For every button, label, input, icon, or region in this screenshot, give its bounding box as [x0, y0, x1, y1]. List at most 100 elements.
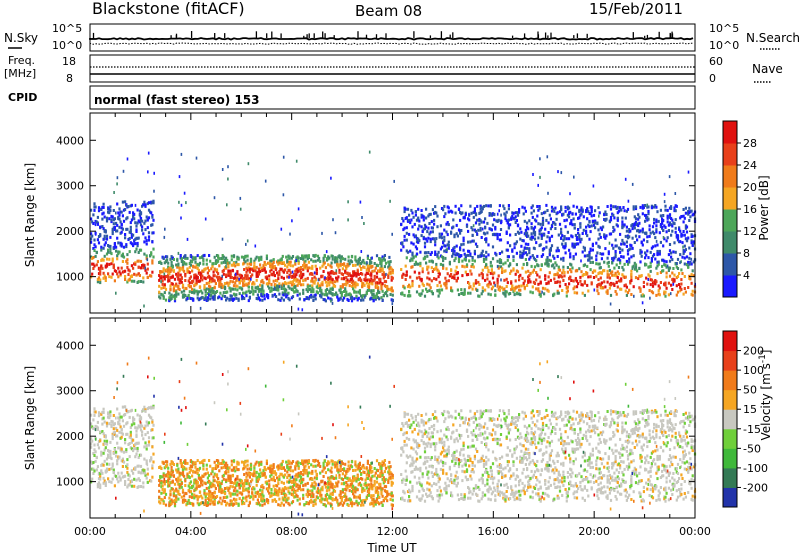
power-cell — [429, 212, 432, 216]
power-cell — [580, 259, 582, 263]
power-cell — [143, 304, 145, 308]
power-cell — [101, 212, 104, 216]
power-cell — [566, 270, 569, 274]
power-cell — [333, 293, 337, 297]
power-cell — [476, 218, 479, 222]
velocity-cell — [100, 412, 103, 416]
power-cell — [324, 277, 327, 281]
power-cell — [355, 259, 358, 263]
power-cell — [649, 283, 652, 287]
velocity-cell — [117, 471, 120, 475]
power-cell — [625, 240, 628, 244]
power-cell — [609, 283, 613, 287]
power-cell — [556, 280, 559, 284]
power-cell — [606, 269, 609, 273]
velocity-cell — [124, 405, 127, 409]
power-cell — [355, 274, 358, 278]
velocity-cell — [102, 432, 105, 436]
power-cell — [99, 267, 102, 271]
power-cell — [670, 207, 673, 210]
power-cell — [161, 282, 164, 286]
power-cell — [210, 267, 213, 271]
power-cell — [627, 199, 630, 203]
power-cell — [191, 260, 194, 264]
power-cell — [181, 266, 185, 269]
power-cell — [276, 271, 279, 275]
power-cell — [645, 253, 648, 257]
power-cell — [628, 257, 631, 261]
power-xticks — [89, 113, 696, 313]
power-cell — [530, 232, 533, 236]
power-cell — [231, 287, 234, 291]
power-cell — [314, 253, 317, 257]
power-cell — [132, 215, 135, 219]
power-cell — [522, 283, 525, 287]
velocity-cell — [108, 416, 111, 420]
power-cell — [666, 216, 669, 220]
power-cell — [657, 292, 660, 296]
power-cell — [616, 270, 619, 274]
power-cell — [352, 274, 355, 278]
velocity-cell — [198, 490, 202, 494]
velocity-cell — [235, 498, 238, 502]
power-cell — [171, 265, 174, 269]
power-cell — [597, 292, 600, 296]
power-cell — [468, 218, 471, 222]
power-cell — [367, 284, 371, 288]
velocity-cell — [177, 479, 180, 483]
power-cell — [389, 260, 392, 264]
velocity-cell — [217, 481, 220, 485]
power-cell — [230, 254, 233, 258]
power-cell — [245, 294, 248, 298]
velocity-cell — [222, 477, 225, 481]
power-cell — [659, 214, 662, 218]
power-cell — [597, 228, 600, 232]
velocity-cell — [158, 483, 161, 487]
power-cell — [385, 272, 387, 276]
power-cell — [276, 288, 279, 292]
power-cell — [256, 293, 259, 297]
power-cell — [491, 257, 495, 261]
power-cell — [391, 268, 394, 272]
power-cell — [234, 276, 237, 280]
power-cell — [623, 276, 626, 279]
power-cell — [304, 259, 307, 263]
power-cell — [638, 215, 641, 219]
power-cell — [308, 272, 312, 276]
power-cell — [411, 258, 414, 262]
power-cell — [313, 271, 316, 275]
velocity-cell — [245, 495, 248, 499]
velocity-cell — [159, 475, 162, 478]
power-cell — [606, 291, 609, 295]
power-cell — [526, 253, 529, 257]
velocity-cell — [117, 457, 120, 461]
power-cell — [403, 210, 406, 214]
power-cell — [96, 215, 99, 219]
power-cell — [183, 191, 186, 195]
power-cell — [268, 278, 271, 282]
power-cell — [478, 222, 481, 226]
power-cell — [169, 257, 172, 261]
power-cell — [626, 262, 630, 266]
power-cell — [673, 273, 676, 277]
power-cell — [245, 242, 247, 246]
power-cell — [96, 277, 99, 281]
velocity-cell — [202, 467, 205, 471]
power-cell — [170, 255, 173, 259]
velocity-cell — [93, 454, 96, 457]
power-cell — [221, 254, 224, 257]
power-cell — [523, 206, 526, 210]
power-cell — [125, 204, 128, 208]
velocity-cell — [230, 499, 233, 503]
power-cell — [518, 275, 521, 278]
power-cell — [289, 264, 292, 268]
power-cell — [557, 291, 560, 295]
velocity-cell — [152, 406, 155, 410]
power-cell — [180, 203, 183, 207]
power-cell — [675, 293, 678, 297]
power-cell — [489, 204, 492, 208]
power-cell — [237, 257, 240, 261]
power-cell — [280, 258, 283, 262]
velocity-cell — [124, 438, 127, 441]
power-cell — [538, 275, 541, 279]
